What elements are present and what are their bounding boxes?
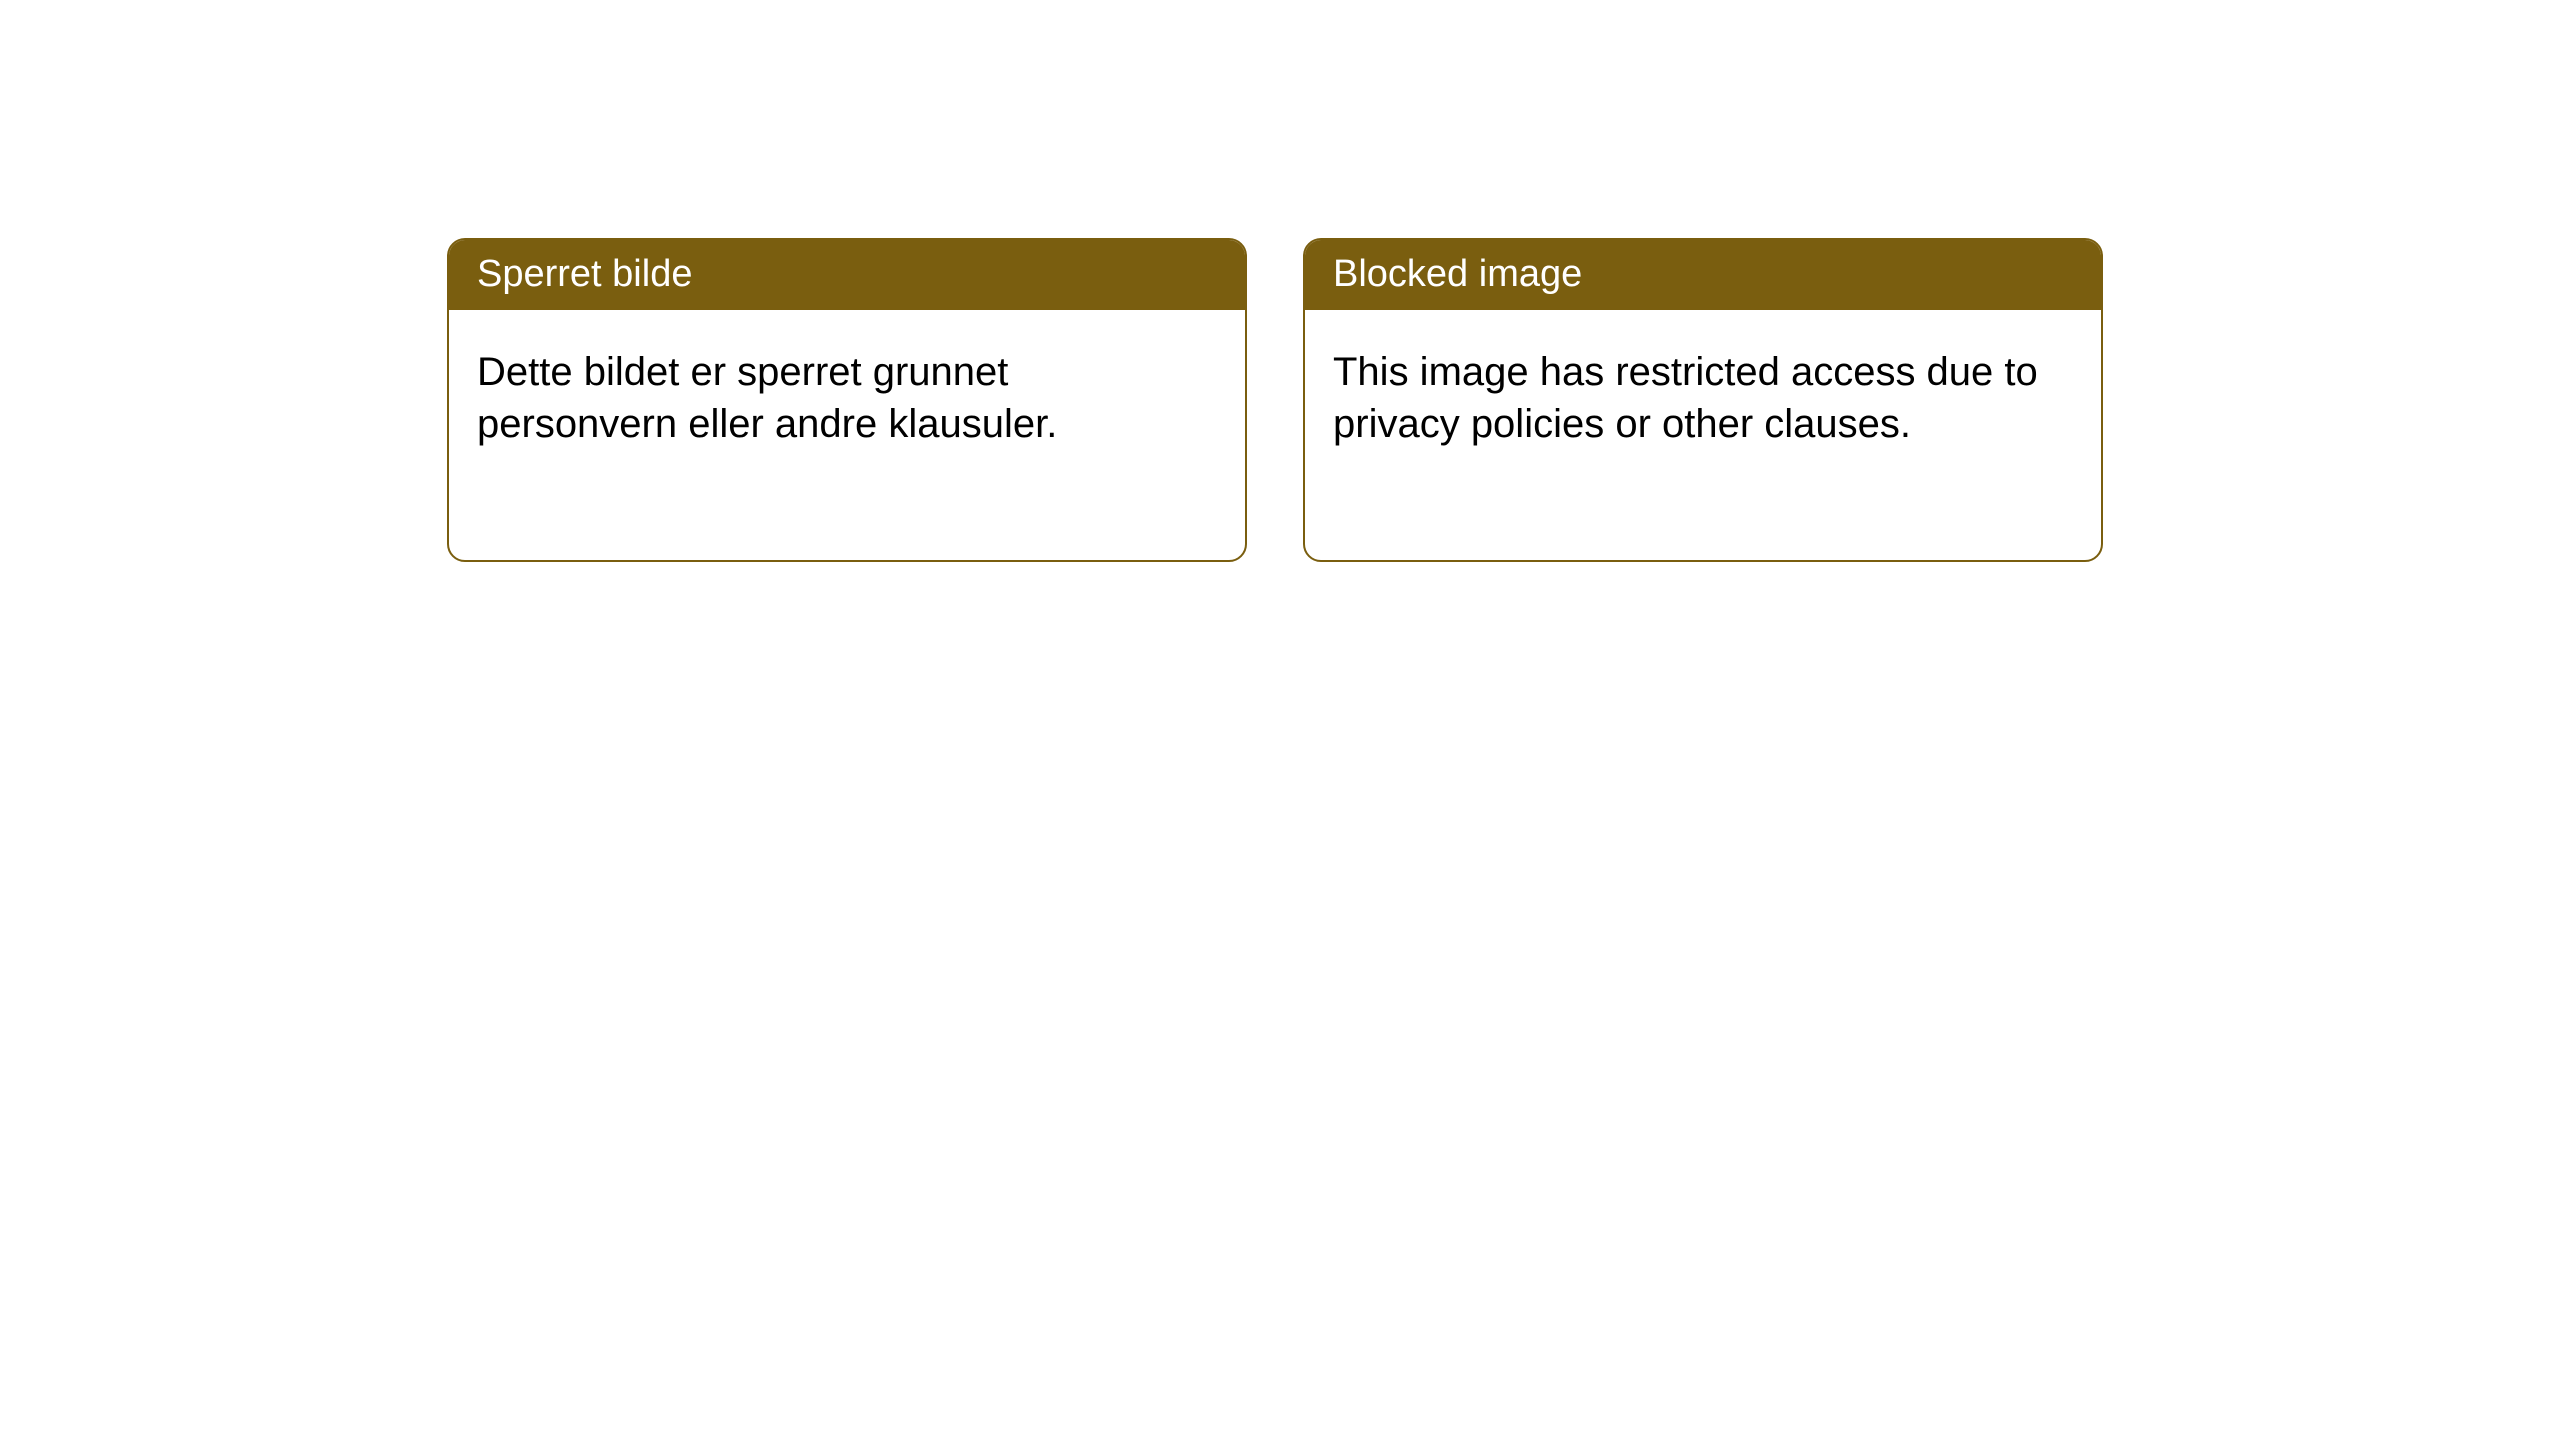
notice-text: This image has restricted access due to … — [1333, 350, 2038, 446]
notice-title: Sperret bilde — [477, 253, 692, 295]
notice-header: Sperret bilde — [449, 240, 1245, 310]
notice-card-english: Blocked image This image has restricted … — [1303, 238, 2103, 562]
notice-card-norwegian: Sperret bilde Dette bildet er sperret gr… — [447, 238, 1247, 562]
notice-body: Dette bildet er sperret grunnet personve… — [449, 310, 1245, 560]
notice-text: Dette bildet er sperret grunnet personve… — [477, 350, 1057, 446]
notice-body: This image has restricted access due to … — [1305, 310, 2101, 560]
notice-container: Sperret bilde Dette bildet er sperret gr… — [447, 238, 2103, 562]
notice-title: Blocked image — [1333, 253, 1582, 295]
notice-header: Blocked image — [1305, 240, 2101, 310]
